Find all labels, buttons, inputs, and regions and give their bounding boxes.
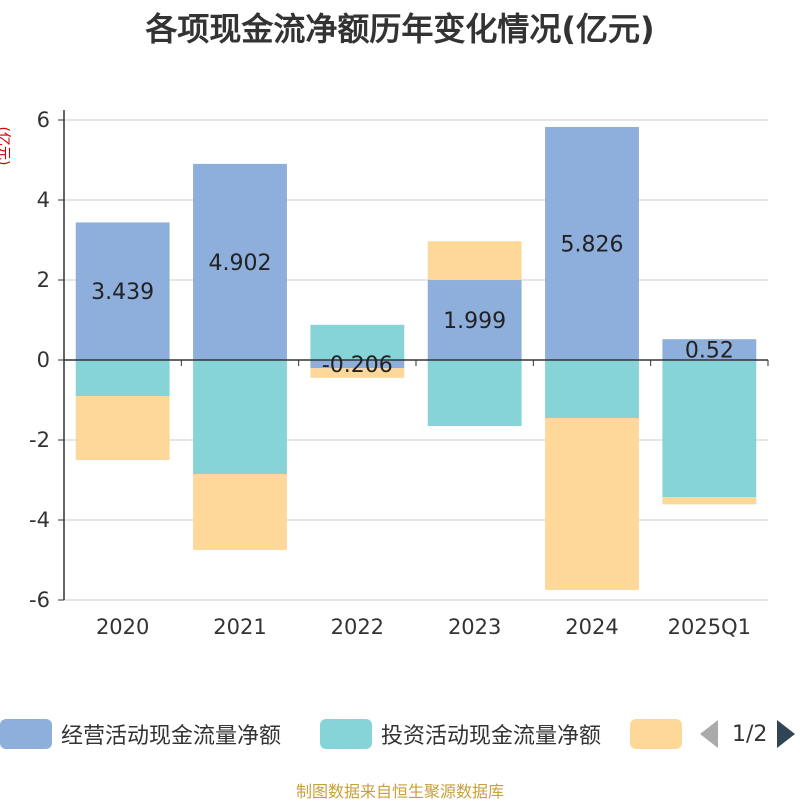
bar-chart: -6 -4 -2 0 2 4 6 2020 2021 2022 2023 2024 2025Q1 3.4… [29, 108, 769, 639]
source-note: 制图数据来自恒生聚源数据库 [295, 782, 504, 801]
legend-swatch-operating [0, 719, 52, 749]
legend-pager: 1/2 [700, 716, 796, 752]
bar-series-0 [545, 126, 639, 361]
x-tick-label: 2022 [331, 615, 384, 639]
bar-series-0 [193, 163, 287, 360]
bar-series-0 [662, 339, 757, 360]
legend-label-operating: 经营活动现金流量净额 [61, 724, 282, 749]
data-label: -0.206 [322, 353, 393, 378]
bar-series-2 [193, 474, 287, 550]
legend-item-investing[interactable]: 投资活动现金流量净额 [320, 716, 601, 752]
legend-label-investing: 投资活动现金流量净额 [381, 724, 602, 749]
bar-series-1 [193, 360, 287, 474]
chart-title: 各项现金流净额历年变化情况(亿元) [145, 10, 655, 48]
bars [75, 126, 757, 590]
bar-series-1 [545, 360, 639, 418]
bar-series-2 [545, 418, 639, 590]
y-tick-label: 0 [37, 348, 50, 372]
legend-item-financing[interactable] [630, 716, 682, 752]
bar-series-2 [310, 368, 405, 378]
x-tick-label: 2024 [565, 615, 618, 639]
legend-page-indicator: 1/2 [732, 721, 768, 747]
y-tick-label: -6 [29, 588, 50, 612]
legend-prev-arrow-icon[interactable] [700, 720, 718, 748]
legend-swatch-financing [630, 719, 682, 749]
legend: 经营活动现金流量净额 投资活动现金流量净额 1/2 [0, 716, 800, 756]
x-tick-label: 2020 [96, 615, 149, 639]
bar-series-1 [662, 360, 757, 498]
bar-series-0 [427, 280, 522, 360]
data-label: 3.439 [91, 280, 154, 305]
x-tick-label: 2021 [213, 615, 266, 639]
data-label: 1.999 [443, 309, 506, 334]
bar-series-1 [310, 324, 405, 360]
y-tick-label: -4 [29, 508, 50, 532]
y-tick-label: 6 [37, 108, 50, 132]
y-tick-label: 4 [37, 188, 50, 212]
data-label: 0.52 [685, 339, 734, 364]
data-label: 5.826 [561, 232, 624, 257]
legend-swatch-investing [320, 719, 372, 749]
bar-series-0 [310, 360, 405, 369]
y-tick-label: -2 [29, 428, 50, 452]
bar-series-1 [75, 360, 170, 396]
bar-series-1 [427, 360, 522, 426]
x-tick-label: 2023 [448, 615, 501, 639]
x-tick-label: 2025Q1 [668, 615, 751, 639]
data-labels: 3.439 4.902 -0.206 1.999 5.826 0.52 [91, 232, 734, 378]
bar-series-2 [427, 241, 522, 281]
bar-series-2 [75, 396, 170, 460]
legend-item-operating[interactable]: 经营活动现金流量净额 [0, 716, 281, 752]
bar-series-2 [662, 497, 757, 505]
axes: -6 -4 -2 0 2 4 6 2020 2021 2022 2023 2024 2025Q1 [29, 108, 769, 639]
data-label: 4.902 [209, 251, 272, 276]
y-tick-label: 2 [37, 268, 50, 292]
bar-series-0 [75, 222, 170, 360]
legend-next-arrow-icon[interactable] [777, 720, 796, 748]
